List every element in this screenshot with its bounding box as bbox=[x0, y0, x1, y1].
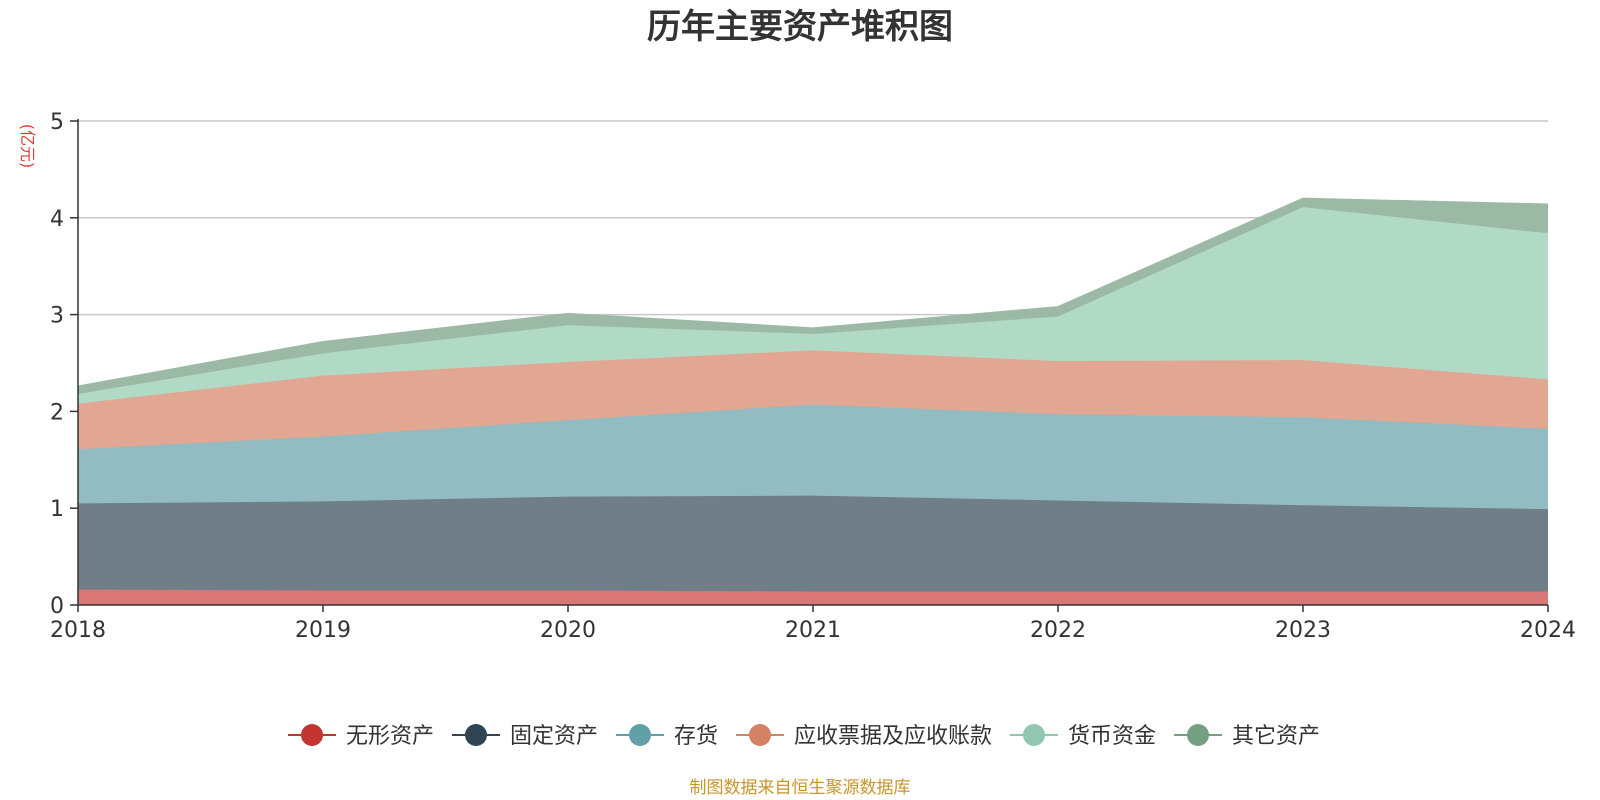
area-series-group bbox=[77, 197, 1549, 605]
legend-label: 应收票据及应收账款 bbox=[794, 724, 992, 749]
legend-dot-marker bbox=[629, 724, 651, 746]
area-固定资产 bbox=[78, 495, 1548, 592]
legend-item[interactable]: 应收票据及应收账款 bbox=[736, 724, 992, 749]
y-tick-label: 1 bbox=[50, 497, 64, 522]
area-应收票据及应收账款 bbox=[78, 350, 1548, 450]
legend[interactable]: 无形资产 固定资产 存货 应收票据及应收账款 货币资金 其它资产 bbox=[288, 724, 1320, 749]
y-axis-unit-label: (亿元) bbox=[18, 124, 37, 169]
axes: 2018 2019 2020 2021 2022 2023 2024 bbox=[50, 119, 1576, 643]
legend-dot-marker bbox=[749, 724, 771, 746]
x-tick-label: 2018 bbox=[50, 618, 106, 643]
legend-item[interactable]: 存货 bbox=[616, 724, 718, 749]
y-tick-label: 4 bbox=[50, 207, 64, 232]
y-tick-label: 5 bbox=[50, 110, 64, 135]
area-存货 bbox=[78, 404, 1548, 510]
x-tick-label: 2023 bbox=[1275, 618, 1331, 643]
legend-item[interactable]: 固定资产 bbox=[452, 724, 598, 749]
y-tick-label: 3 bbox=[50, 304, 64, 329]
legend-dot-marker bbox=[301, 724, 323, 746]
y-tick-label: 0 bbox=[50, 594, 64, 619]
x-tick-label: 2021 bbox=[785, 618, 841, 643]
x-tick-label: 2022 bbox=[1030, 618, 1086, 643]
area-货币资金 bbox=[78, 207, 1548, 404]
x-tick-label: 2019 bbox=[295, 618, 351, 643]
legend-label: 其它资产 bbox=[1232, 724, 1320, 749]
x-tick-label: 2020 bbox=[540, 618, 596, 643]
area-无形资产 bbox=[78, 589, 1548, 605]
legend-dot-marker bbox=[465, 724, 487, 746]
legend-label: 无形资产 bbox=[346, 724, 434, 749]
legend-item[interactable]: 货币资金 bbox=[1010, 724, 1156, 749]
series-line-其它资产 bbox=[77, 197, 1549, 387]
source-note: 制图数据来自恒生聚源数据库 bbox=[690, 778, 911, 798]
legend-label: 固定资产 bbox=[510, 724, 598, 749]
legend-label: 货币资金 bbox=[1068, 724, 1156, 749]
legend-dot-marker bbox=[1023, 724, 1045, 746]
legend-dot-marker bbox=[1187, 724, 1209, 746]
chart-title: 历年主要资产堆积图 bbox=[647, 7, 953, 47]
x-tick-label: 2024 bbox=[1520, 618, 1576, 643]
y-tick-label: 2 bbox=[50, 400, 64, 425]
legend-label: 存货 bbox=[674, 724, 718, 749]
legend-item[interactable]: 无形资产 bbox=[288, 724, 434, 749]
legend-item[interactable]: 其它资产 bbox=[1174, 724, 1320, 749]
